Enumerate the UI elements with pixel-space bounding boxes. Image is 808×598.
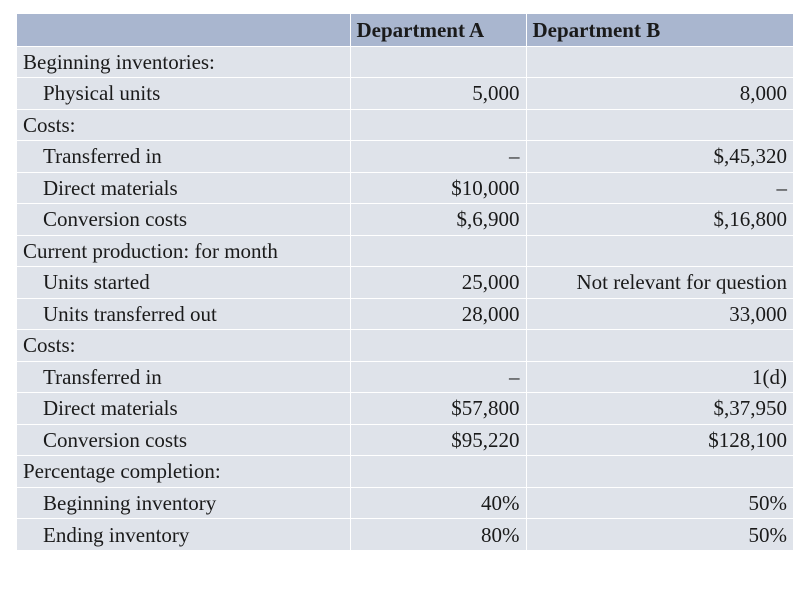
row-label: Conversion costs [17, 423, 350, 456]
department-b-value: 8,000 [525, 77, 793, 109]
row-label: Percentage completion: [17, 455, 350, 487]
table-row: Costs: [17, 108, 793, 141]
department-b-value [525, 329, 793, 361]
department-b-value [525, 234, 793, 267]
table-row: Current production: for month [17, 234, 793, 267]
table-row: Conversion costs $,6,900 $,16,800 [17, 203, 793, 235]
header-label-column [17, 14, 350, 46]
table-row: Costs: [17, 329, 793, 361]
department-a-value: – [349, 140, 526, 172]
department-a-value: 40% [349, 486, 526, 519]
department-a-value [349, 234, 526, 267]
header-department-a: Department A [349, 14, 526, 46]
department-a-value [349, 108, 526, 141]
row-label: Ending inventory [17, 518, 350, 550]
table-row: Transferred in –1(d) [17, 360, 793, 393]
table-row: Units started 25,000 Not relevant for ques… [17, 266, 793, 298]
row-label: Direct materials [17, 392, 350, 424]
process-costing-table: Department A Department B Beginning inve… [17, 14, 793, 550]
table-row: Physical units 5,000 8,000 [17, 77, 793, 109]
table-row: Conversion costs $95,220 $128,100 [17, 423, 793, 456]
table-row: Percentage completion: [17, 455, 793, 487]
table-row: Beginning inventory 40% 50% [17, 486, 793, 519]
department-a-value: $57,800 [349, 392, 526, 424]
table-header: Department A Department B [17, 14, 793, 46]
row-label: Physical units [17, 77, 350, 109]
department-b-value: $,16,800 [525, 203, 793, 235]
department-a-value [349, 329, 526, 361]
department-b-value [525, 45, 793, 78]
row-label: Costs: [17, 108, 350, 141]
table-row: Units transferred out 28,000 33,000 [17, 297, 793, 330]
header-department-b: Department B [525, 14, 793, 46]
department-b-value: 33,000 [525, 297, 793, 330]
department-b-value: $,45,320 [525, 140, 793, 172]
table-row: Transferred in – $,45,320 [17, 140, 793, 172]
department-a-value [349, 45, 526, 78]
department-a-value: – [349, 360, 526, 393]
table-row: Ending inventory 80% 50% [17, 518, 793, 550]
row-label: Transferred in [17, 360, 350, 393]
department-a-value: $,6,900 [349, 203, 526, 235]
header-row: Department A Department B [17, 14, 793, 46]
department-a-value [349, 455, 526, 487]
row-label: Units transferred out [17, 297, 350, 330]
department-a-value: 80% [349, 518, 526, 550]
department-a-value: 25,000 [349, 266, 526, 298]
row-label: Beginning inventory [17, 486, 350, 519]
department-b-value: $128,100 [525, 423, 793, 456]
department-b-value: 50% [525, 486, 793, 519]
department-b-value [525, 108, 793, 141]
table-row: Direct materials $10,000– [17, 171, 793, 204]
department-a-value: $95,220 [349, 423, 526, 456]
row-label: Beginning inventories: [17, 45, 350, 78]
row-label: Current production: for month [17, 234, 350, 267]
department-b-value [525, 455, 793, 487]
department-a-value: 28,000 [349, 297, 526, 330]
table-body: Beginning inventories: Physical units 5,0… [17, 45, 793, 550]
department-b-value: $,37,950 [525, 392, 793, 424]
row-label: Conversion costs [17, 203, 350, 235]
row-label: Units started [17, 266, 350, 298]
table-row: Direct materials $57,800 $,37,950 [17, 392, 793, 424]
department-b-value: – [525, 171, 793, 204]
department-b-value: Not relevant for question [525, 266, 793, 298]
department-a-value: 5,000 [349, 77, 526, 109]
department-a-value: $10,000 [349, 171, 526, 204]
table-row: Beginning inventories: [17, 45, 793, 78]
department-b-value: 1(d) [525, 360, 793, 393]
row-label: Direct materials [17, 171, 350, 204]
row-label: Costs: [17, 329, 350, 361]
department-b-value: 50% [525, 518, 793, 550]
row-label: Transferred in [17, 140, 350, 172]
